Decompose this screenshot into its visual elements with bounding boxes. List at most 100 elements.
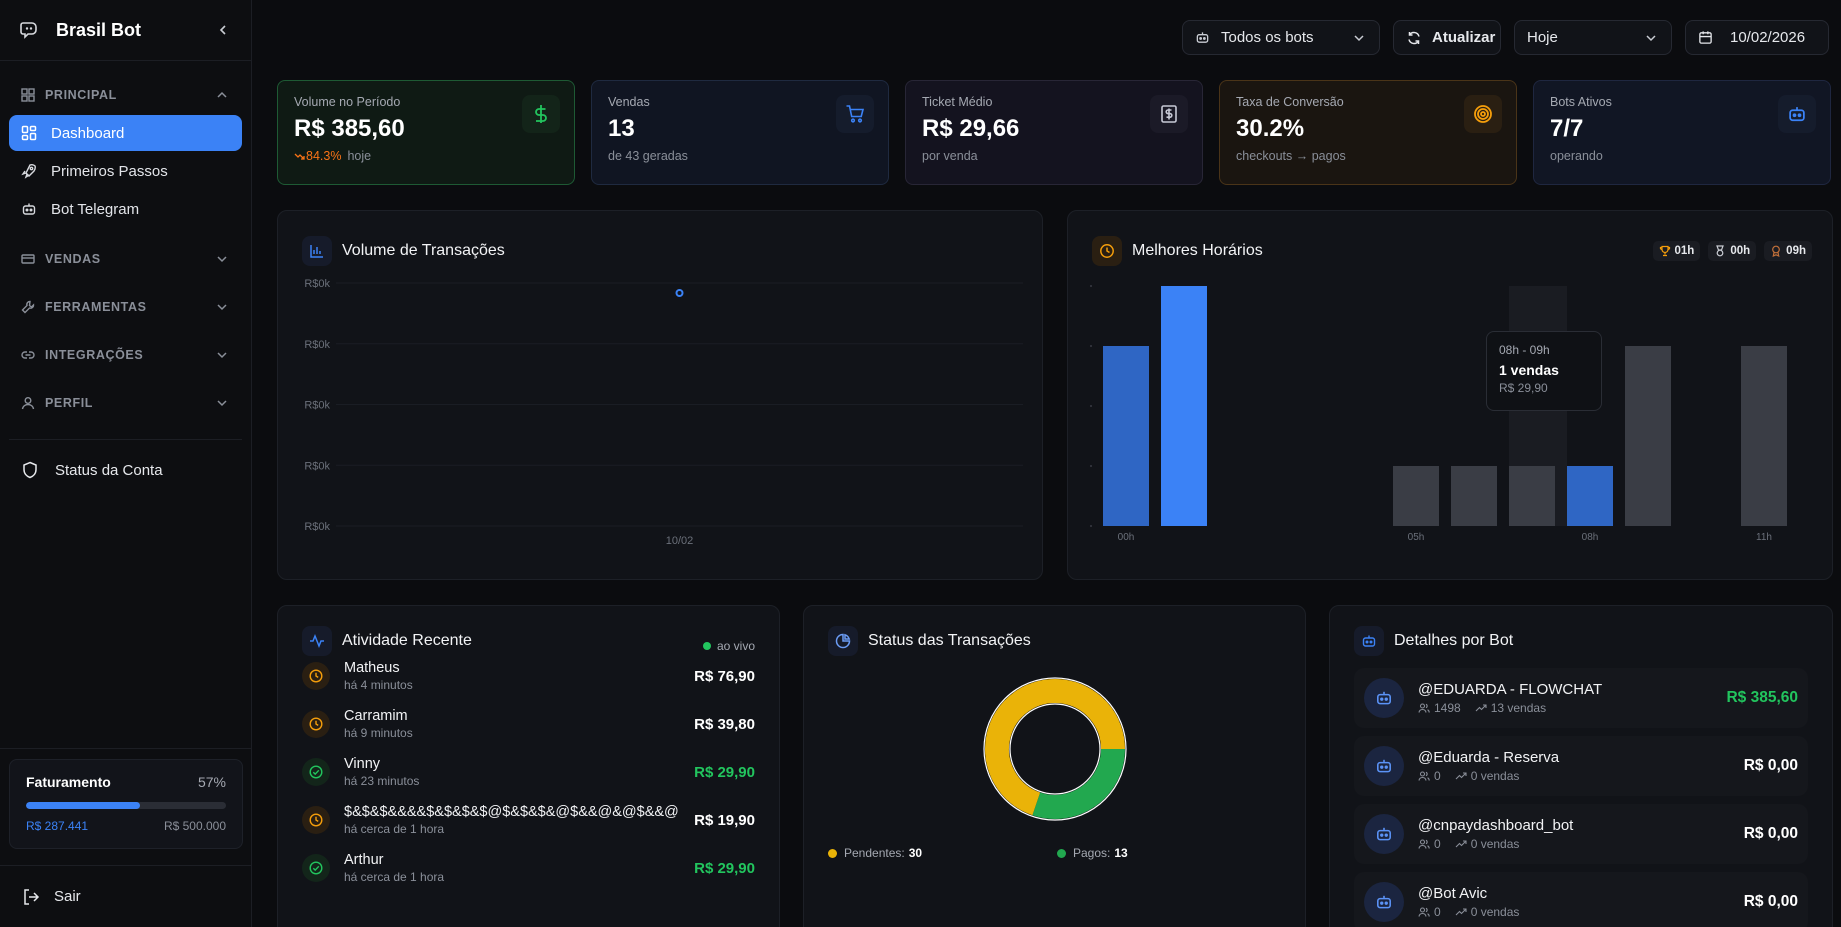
bot-sales: 0 vendas xyxy=(1470,905,1520,919)
bot-row[interactable]: @Bot Avic 0 0 vendas R$ 0,00 xyxy=(1354,872,1808,927)
stat-card-ticket: Ticket Médio R$ 29,66 por venda xyxy=(905,80,1203,185)
clock-icon xyxy=(302,710,330,738)
activity-name: Vinny xyxy=(344,756,381,772)
activity-time: há cerca de 1 hora xyxy=(344,870,445,884)
y-tick-label: R$0k xyxy=(304,278,330,290)
bots-select[interactable]: Todos os bots xyxy=(1182,20,1380,55)
tooltip-range: 08h - 09h xyxy=(1499,343,1550,357)
date-picker[interactable]: 10/02/2026 xyxy=(1685,20,1829,55)
bot-meta: 0 0 vendas xyxy=(1418,769,1559,783)
activity-name: Arthur xyxy=(344,852,384,868)
stat-value: 7/7 xyxy=(1550,115,1584,142)
slice-pendentes[interactable] xyxy=(985,679,1125,816)
bot-icon xyxy=(21,200,39,218)
logout-icon xyxy=(22,887,42,907)
award-icon xyxy=(1770,245,1782,257)
activity-name: Carramim xyxy=(344,708,408,724)
activity-time: há 4 minutos xyxy=(344,678,413,692)
pie-chart-icon xyxy=(828,626,858,656)
activity-time: há cerca de 1 hora xyxy=(344,822,445,836)
legend-dot xyxy=(1057,848,1066,858)
collapse-sidebar-icon[interactable] xyxy=(213,20,233,40)
slice-pagos[interactable] xyxy=(1032,748,1125,819)
sidebar-item-bot-telegram[interactable]: Bot Telegram xyxy=(9,191,242,227)
clock-icon xyxy=(302,662,330,690)
activity-row[interactable]: Vinny há 23 minutos R$ 29,90 xyxy=(302,752,755,792)
bot-row[interactable]: @EDUARDA - FLOWCHAT 1498 13 vendas R$ 385,6… xyxy=(1354,668,1808,728)
x-tick-label: 08h xyxy=(1582,532,1599,543)
bar-00h[interactable] xyxy=(1103,346,1149,526)
trend-up-icon xyxy=(1475,704,1487,712)
stat-card-conversao: Taxa de Conversão 30.2% checkouts → pago… xyxy=(1219,80,1517,185)
legend-pendentes: Pendentes: 30 xyxy=(828,846,922,860)
brand-logo-icon xyxy=(18,19,40,41)
brand-header: Brasil Bot xyxy=(0,0,251,61)
activity-text: Matheus há 4 minutos xyxy=(344,660,413,692)
section-label: FERRAMENTAS xyxy=(45,300,147,314)
section-integracoes[interactable]: INTEGRAÇÕES xyxy=(9,335,242,375)
stat-label: Vendas xyxy=(608,95,650,109)
activity-row[interactable]: Matheus há 4 minutos R$ 76,90 xyxy=(302,656,755,696)
section-vendas[interactable]: VENDAS xyxy=(9,239,242,279)
volume-chart-card: Volume de Transações R$0k R$0k R$0k R$0k R$0… xyxy=(277,210,1043,580)
bot-sales: 0 vendas xyxy=(1470,769,1520,783)
card-icon xyxy=(21,251,37,267)
stat-sub: checkouts → pagos xyxy=(1236,149,1346,163)
link-icon xyxy=(21,347,37,363)
sidebar-item-dashboard[interactable]: Dashboard xyxy=(9,115,242,151)
date-value: 10/02/2026 xyxy=(1730,29,1806,46)
bar-09h[interactable] xyxy=(1625,346,1671,526)
stat-value: R$ 29,66 xyxy=(922,115,1020,142)
period-select[interactable]: Hoje xyxy=(1514,20,1672,55)
bot-icon xyxy=(1354,626,1384,656)
stat-sub: por venda xyxy=(922,149,978,163)
activity-row[interactable]: Carramim há 9 minutos R$ 39,80 xyxy=(302,704,755,744)
section-ferramentas[interactable]: FERRAMENTAS xyxy=(9,287,242,327)
stat-label: Taxa de Conversão xyxy=(1236,95,1344,109)
activity-time: há 9 minutos xyxy=(344,726,413,740)
activity-name: $&$&$&&&&$&$&$&$@$&$&$&@$&&@&@$&&@ xyxy=(344,804,679,820)
bar-chart-icon xyxy=(302,236,332,266)
legend-label: Pendentes: xyxy=(844,846,905,860)
wrench-icon xyxy=(21,299,37,315)
sidebar-item-label: Primeiros Passos xyxy=(51,162,168,180)
bar-05h[interactable] xyxy=(1393,466,1439,526)
section-principal[interactable]: PRINCIPAL xyxy=(9,75,242,115)
faturamento-current: R$ 287.441 xyxy=(26,819,89,833)
bot-users: 1498 xyxy=(1434,701,1461,715)
bar-06h[interactable] xyxy=(1451,466,1497,526)
bot-icon xyxy=(1195,30,1211,46)
bar-08h[interactable] xyxy=(1567,466,1613,526)
bots-card: Detalhes por Bot @EDUARDA - FLOWCHAT 1498… xyxy=(1329,605,1833,927)
x-tick-label: 00h xyxy=(1118,532,1135,543)
bar-01h[interactable] xyxy=(1161,286,1207,526)
faturamento-max: R$ 500.000 xyxy=(163,819,226,833)
best-hour-pill-2: 00h xyxy=(1708,241,1757,261)
section-perfil[interactable]: PERFIL xyxy=(9,383,242,423)
activity-text: Arthur há cerca de 1 hora xyxy=(344,852,444,884)
refresh-icon xyxy=(1406,30,1422,46)
logout-button[interactable]: Sair xyxy=(0,865,252,927)
status-da-conta-link[interactable]: Status da Conta xyxy=(9,450,242,490)
bot-row[interactable]: @Eduarda - Reserva 0 0 vendas R$ 0,00 xyxy=(1354,736,1808,796)
trend-up-icon xyxy=(1455,772,1467,780)
trophy-icon xyxy=(1659,245,1671,257)
data-point[interactable] xyxy=(675,289,684,297)
legend-value: 30 xyxy=(908,846,923,860)
main-content: Todos os bots Atualizar Hoje 10/02/2026 … xyxy=(252,0,1841,927)
bot-avatar-icon xyxy=(1364,746,1404,786)
trend-up-icon xyxy=(1455,908,1467,916)
faturamento-progress-track xyxy=(26,802,226,809)
sidebar-item-label: Bot Telegram xyxy=(51,200,140,218)
donut-outer-ring xyxy=(983,677,1127,821)
activity-row[interactable]: $&$&$&&&&$&$&$&$@$&$&$&@$&&@&@$&&@ há cer… xyxy=(302,800,755,840)
clock-icon xyxy=(302,806,330,834)
hours-chart-card: Melhores Horários 01h 00h 09h 00h 05h 08h 1… xyxy=(1067,210,1833,580)
sidebar-item-primeiros-passos[interactable]: Primeiros Passos xyxy=(9,153,242,189)
bar-11h[interactable] xyxy=(1741,346,1787,526)
bar-07h[interactable] xyxy=(1509,466,1555,526)
refresh-button[interactable]: Atualizar xyxy=(1393,20,1501,55)
bot-row[interactable]: @cnpaydashboard_bot 0 0 vendas R$ 0,00 xyxy=(1354,804,1808,864)
activity-row[interactable]: Arthur há cerca de 1 hora R$ 29,90 xyxy=(302,848,755,888)
stat-label: Ticket Médio xyxy=(922,95,993,109)
